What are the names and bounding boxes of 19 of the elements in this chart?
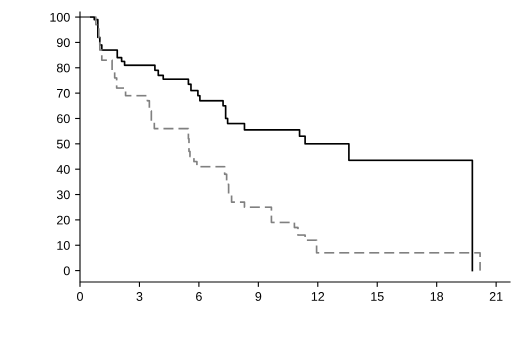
x-tick-label: 21 xyxy=(490,292,502,301)
y-tick-label: 10 xyxy=(57,241,70,250)
x-tick-label: 15 xyxy=(371,292,384,301)
y-tick-label: 100 xyxy=(50,12,70,22)
x-tick-label: 12 xyxy=(312,292,324,301)
y-tick-label: 30 xyxy=(56,190,70,200)
x-tick-label: 9 xyxy=(255,292,262,301)
y-tick-label: 20 xyxy=(57,216,70,225)
y-tick-label: 50 xyxy=(56,140,70,148)
x-tick-label: 3 xyxy=(136,292,142,301)
y-tick-label: 90 xyxy=(56,38,70,48)
x-tick-label: 6 xyxy=(196,292,202,301)
y-tick-label: 70 xyxy=(57,88,70,98)
x-tick-label: 0 xyxy=(77,292,83,301)
y-tick-label: 0 xyxy=(64,266,70,276)
y-tick-label: 80 xyxy=(56,64,70,72)
y-tick-label: 60 xyxy=(57,114,70,124)
y-tick-label: 40 xyxy=(56,164,70,174)
x-tick-label: 18 xyxy=(430,292,444,301)
